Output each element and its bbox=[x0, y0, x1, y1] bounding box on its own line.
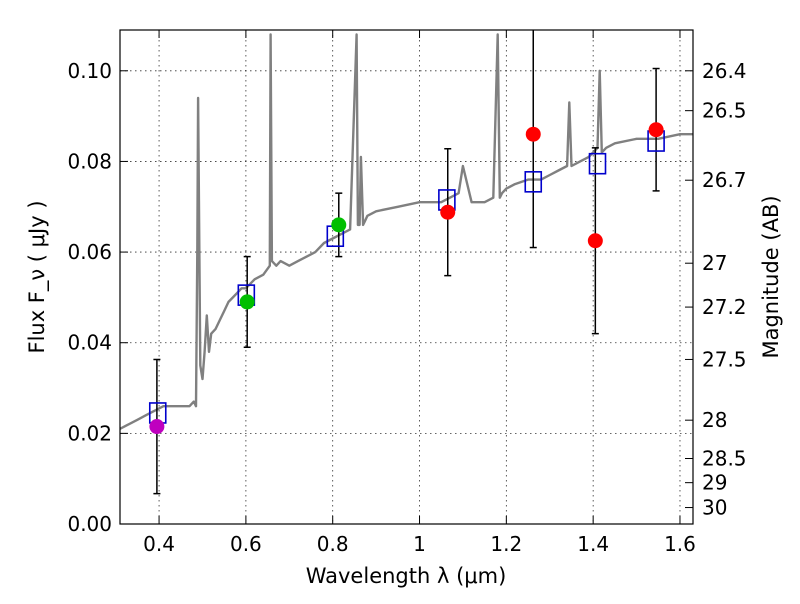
x-tick-label: 0.6 bbox=[230, 532, 262, 556]
y2-tick-label: 28 bbox=[702, 408, 727, 432]
observed-flux-point bbox=[587, 233, 603, 249]
y2-tick-label: 27 bbox=[702, 251, 727, 275]
y2-axis-label: Magnitude (AB) bbox=[759, 195, 783, 358]
x-tick-label: 1.6 bbox=[664, 532, 696, 556]
plot-frame bbox=[119, 29, 694, 525]
y2-tick-label: 29 bbox=[702, 471, 727, 495]
model-band-flux-square bbox=[524, 171, 543, 193]
y2-tick-label: 27.5 bbox=[702, 347, 747, 371]
plot-data bbox=[120, 30, 693, 495]
y2-tick-label: 26.4 bbox=[702, 59, 747, 83]
x-axis-label: Wavelength λ (μm) bbox=[306, 564, 507, 588]
model-spectrum-line bbox=[120, 33, 693, 430]
y2-tick-label: 30 bbox=[702, 496, 727, 520]
y-tick-label: 0.10 bbox=[67, 59, 112, 83]
y2-tick-label: 26.7 bbox=[702, 168, 747, 192]
y-tick-label: 0.06 bbox=[67, 240, 112, 264]
y-tick-label: 0.02 bbox=[67, 421, 112, 445]
observed-flux-point bbox=[525, 126, 541, 142]
observed-flux-point bbox=[331, 217, 347, 233]
model-band-flux-square bbox=[588, 152, 607, 175]
x-tick-label: 0.8 bbox=[317, 532, 349, 556]
y-tick-label: 0.04 bbox=[67, 331, 112, 355]
observed-flux-point bbox=[239, 294, 255, 310]
x-tick-label: 1 bbox=[413, 532, 426, 556]
observed-flux-point bbox=[440, 204, 456, 220]
y2-tick-label: 26.5 bbox=[702, 99, 747, 123]
observed-flux-point bbox=[149, 419, 165, 435]
y-axis-label: Flux F_ν ( μJy ) bbox=[25, 200, 50, 353]
y-tick-label: 0.00 bbox=[67, 512, 112, 536]
x-tick-label: 0.4 bbox=[143, 532, 175, 556]
y-tick-label: 0.08 bbox=[67, 149, 112, 173]
axis-ticks: 0.4 0.6 0.8 1 1.2 1.4 1.6 0.00 0.02 0.04 0.06 0.08 0… bbox=[67, 30, 747, 556]
y2-tick-label: 28.5 bbox=[702, 446, 747, 470]
y2-tick-label: 27.2 bbox=[702, 295, 747, 319]
x-tick-label: 1.2 bbox=[490, 532, 522, 556]
x-tick-label: 1.4 bbox=[577, 532, 609, 556]
observed-flux-point bbox=[648, 122, 664, 138]
